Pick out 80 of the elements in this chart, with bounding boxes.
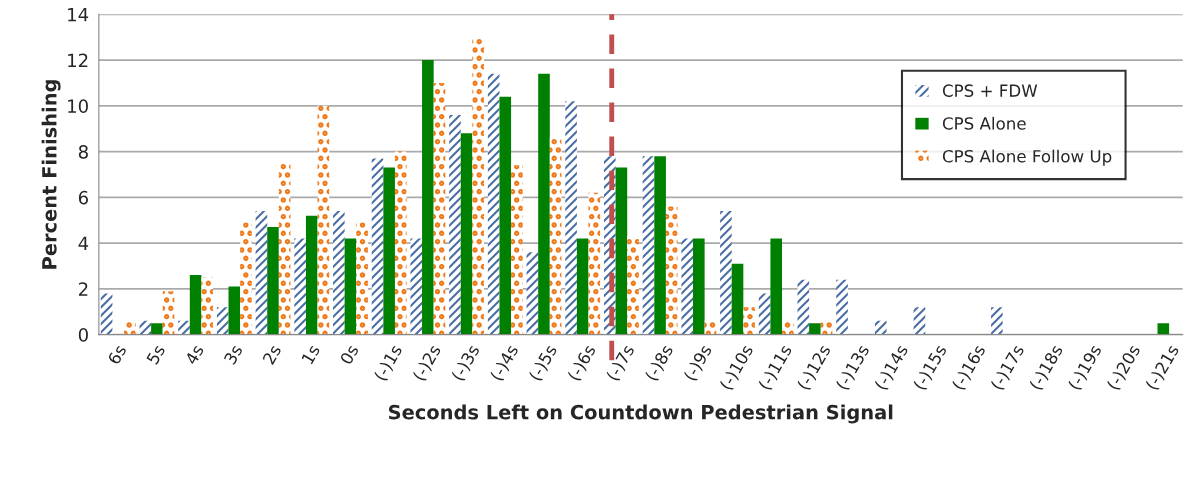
bar bbox=[267, 227, 279, 335]
bar bbox=[487, 73, 500, 335]
bar bbox=[499, 96, 512, 335]
bar bbox=[1157, 323, 1170, 335]
bar bbox=[588, 192, 601, 335]
bar bbox=[758, 293, 771, 335]
bar bbox=[731, 263, 744, 335]
y-tick-label: 10 bbox=[68, 99, 88, 113]
bar bbox=[383, 167, 395, 335]
bar bbox=[356, 222, 368, 335]
bar bbox=[720, 211, 732, 335]
bar bbox=[460, 133, 473, 335]
legend-label: CPS Alone bbox=[942, 116, 1026, 130]
bar bbox=[151, 323, 163, 335]
legend-label: CPS + FDW bbox=[942, 84, 1038, 97]
y-tick-label: 8 bbox=[78, 145, 88, 159]
x-tick-label: 0s bbox=[339, 343, 360, 366]
bar bbox=[693, 238, 705, 335]
bar bbox=[549, 137, 562, 335]
bar bbox=[201, 277, 214, 335]
bar bbox=[255, 211, 268, 335]
bar bbox=[782, 320, 794, 335]
bar bbox=[124, 320, 136, 335]
bar bbox=[627, 236, 639, 335]
bar bbox=[178, 320, 190, 335]
bar bbox=[642, 156, 655, 335]
bar bbox=[526, 252, 539, 335]
y-tick-label: 6 bbox=[78, 190, 88, 205]
bar bbox=[913, 307, 926, 335]
x-tick-label: 4s bbox=[184, 343, 205, 366]
bar bbox=[305, 215, 318, 335]
y-tick-label: 12 bbox=[68, 53, 88, 67]
bar bbox=[511, 165, 523, 335]
bar bbox=[797, 279, 810, 335]
y-tick-label: 14 bbox=[68, 8, 89, 22]
x-tick-label: 2s bbox=[262, 343, 282, 366]
bar bbox=[278, 163, 291, 335]
bar bbox=[565, 101, 577, 335]
bar bbox=[294, 238, 306, 335]
x-tick-label: 6s bbox=[107, 343, 127, 366]
bar bbox=[743, 307, 755, 335]
bar bbox=[189, 275, 202, 335]
bar bbox=[836, 279, 848, 335]
x-tick-label: 5s bbox=[146, 343, 166, 365]
bar bbox=[681, 238, 694, 335]
bar bbox=[228, 286, 241, 335]
bar bbox=[344, 238, 357, 335]
bar bbox=[809, 323, 821, 335]
bar bbox=[240, 222, 252, 335]
bar bbox=[422, 60, 434, 335]
bar bbox=[410, 238, 423, 335]
bar bbox=[991, 307, 1003, 335]
bar bbox=[820, 320, 833, 335]
bar bbox=[394, 151, 407, 335]
bar bbox=[665, 206, 678, 335]
bar bbox=[538, 73, 550, 335]
x-tick-label: 3s bbox=[223, 343, 243, 365]
y-tick-label: 4 bbox=[78, 236, 89, 250]
y-tick-label: 2 bbox=[78, 282, 88, 296]
bar bbox=[874, 320, 887, 335]
bar bbox=[433, 82, 446, 335]
bar bbox=[333, 211, 345, 335]
bar bbox=[162, 291, 175, 335]
bar bbox=[770, 238, 783, 335]
x-tick-label: 1s bbox=[301, 343, 321, 365]
bar bbox=[576, 238, 589, 335]
y-axis-title: Percent Finishing bbox=[41, 80, 61, 269]
bar bbox=[704, 320, 717, 335]
bar bbox=[371, 158, 384, 335]
bar bbox=[654, 156, 666, 335]
bar bbox=[100, 293, 113, 335]
bar bbox=[472, 37, 484, 335]
x-axis-title: Seconds Left on Countdown Pedestrian Signal bbox=[388, 404, 893, 424]
bar bbox=[449, 114, 461, 335]
legend-label: CPS Alone Follow Up bbox=[942, 149, 1112, 166]
bar bbox=[216, 307, 229, 335]
bar bbox=[317, 105, 330, 335]
bar bbox=[615, 167, 628, 335]
bar bbox=[139, 320, 152, 335]
y-tick-label: 0 bbox=[78, 328, 88, 342]
